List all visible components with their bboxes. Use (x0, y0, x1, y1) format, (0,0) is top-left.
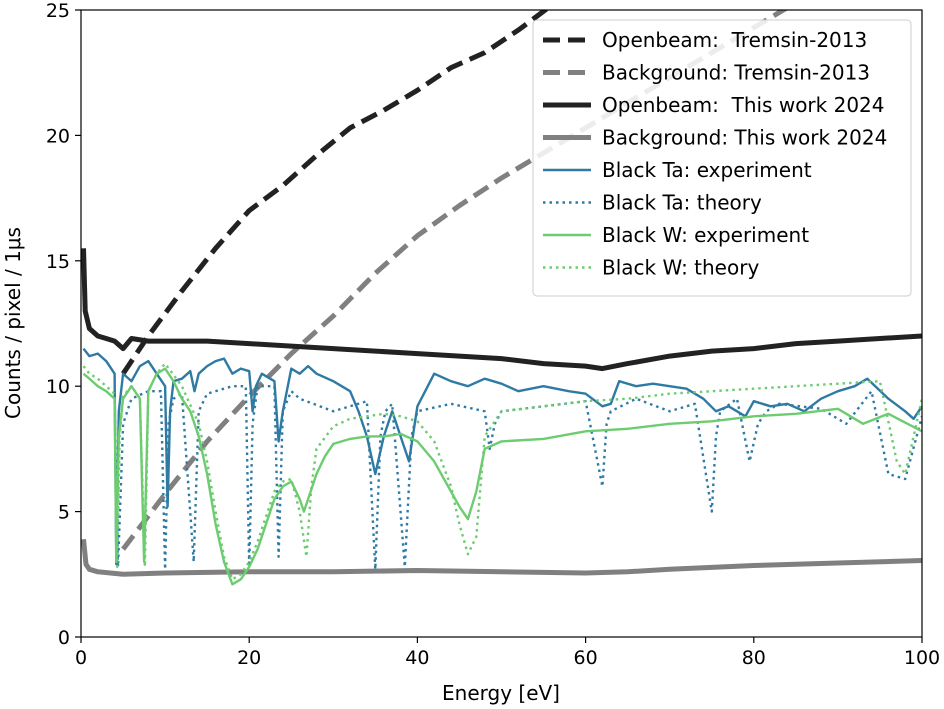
series-line-3 (81, 248, 922, 372)
series-layer (81, 10, 922, 586)
x-tick-label: 60 (574, 647, 598, 669)
x-tick-label: 20 (237, 647, 261, 669)
legend-label: Openbeam: Tremsin-2013 (602, 28, 867, 52)
plot-frame (80, 9, 923, 638)
series-line-1 (121, 10, 550, 376)
y-tick-label: 5 (58, 502, 70, 524)
x-tick-label: 40 (405, 647, 429, 669)
series-line-6 (113, 385, 922, 571)
legend-label: Black Ta: experiment (602, 158, 812, 182)
legend: Openbeam: Tremsin-2013 Background: Tremsi… (532, 19, 912, 297)
y-axis-label: Counts / pixel / 1μs (1, 227, 25, 419)
legend-label: Black W: experiment (602, 223, 809, 247)
y-tick-label: 15 (46, 251, 70, 273)
y-tick-label: 20 (46, 125, 70, 147)
x-tick-label: 100 (904, 647, 940, 669)
legend-box (532, 19, 912, 297)
x-axis: 0 20 40 60 80 100 (75, 637, 940, 669)
series-line-2 (121, 10, 789, 551)
legend-label: Black W: theory (602, 256, 759, 280)
legend-label: Black Ta: theory (602, 191, 762, 215)
x-axis-label: Energy [eV] (442, 681, 560, 705)
y-tick-label: 25 (46, 0, 70, 22)
series-line-8 (82, 362, 922, 581)
y-axis: 0 5 10 15 20 25 (46, 0, 81, 649)
x-tick-label: 80 (742, 647, 766, 669)
legend-label: Openbeam: This work 2024 (602, 93, 885, 117)
series-line-4 (81, 538, 922, 577)
y-tick-label: 10 (46, 376, 70, 398)
x-tick-label: 0 (75, 647, 87, 669)
y-tick-label: 0 (58, 627, 70, 649)
legend-label: Background: Tremsin-2013 (602, 61, 870, 85)
legend-label: Background: This work 2024 (602, 126, 887, 150)
